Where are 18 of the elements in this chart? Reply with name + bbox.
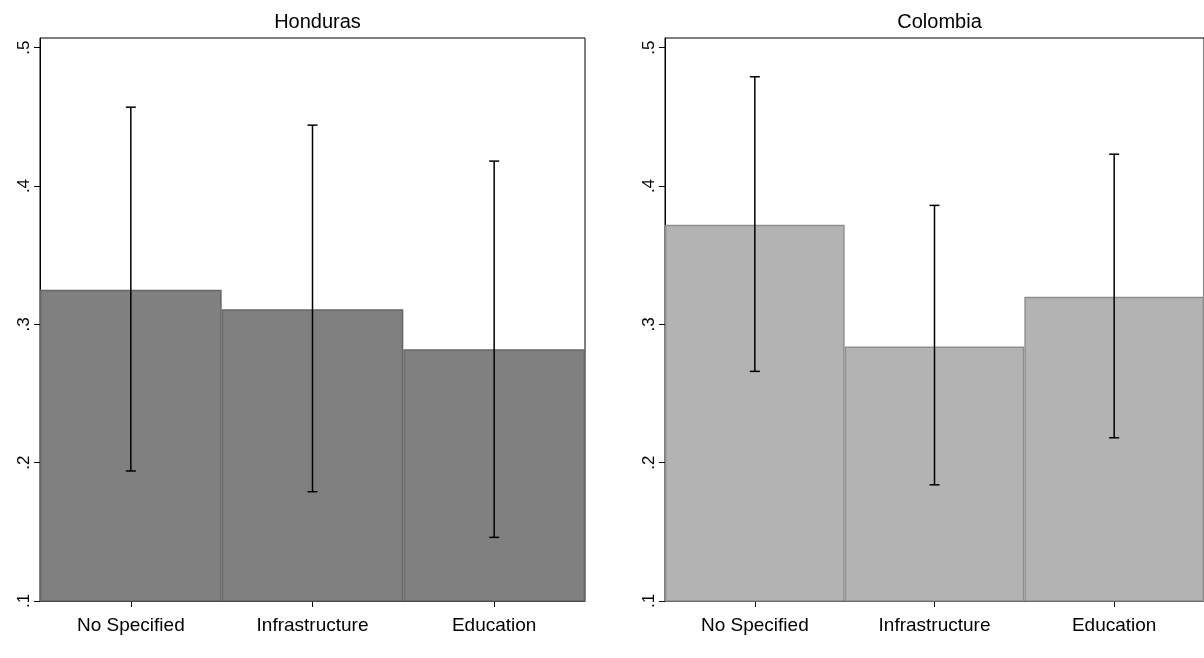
y-tick-label: .2 (14, 455, 33, 470)
x-tick-label: No Specified (76, 614, 185, 635)
x-tick-label: No Specified (700, 614, 809, 635)
x-tick-label: Education (451, 614, 537, 635)
x-tick-label: Infrastructure (878, 614, 991, 635)
y-tick-label: .2 (639, 455, 658, 470)
y-tick-label: .1 (639, 593, 658, 609)
x-tick-label: Education (1071, 614, 1157, 635)
y-tick-label: .3 (14, 317, 33, 332)
y-tick-label: .4 (14, 178, 33, 194)
y-tick-label: .5 (639, 40, 658, 55)
y-tick-label: .4 (639, 178, 658, 194)
y-tick-label: .3 (639, 317, 658, 332)
chart-title: Honduras (274, 10, 361, 32)
chart-title: Colombia (897, 10, 983, 32)
y-tick-label: .5 (14, 40, 33, 55)
y-tick-label: .1 (14, 593, 33, 609)
x-tick-label: Infrastructure (256, 614, 369, 635)
